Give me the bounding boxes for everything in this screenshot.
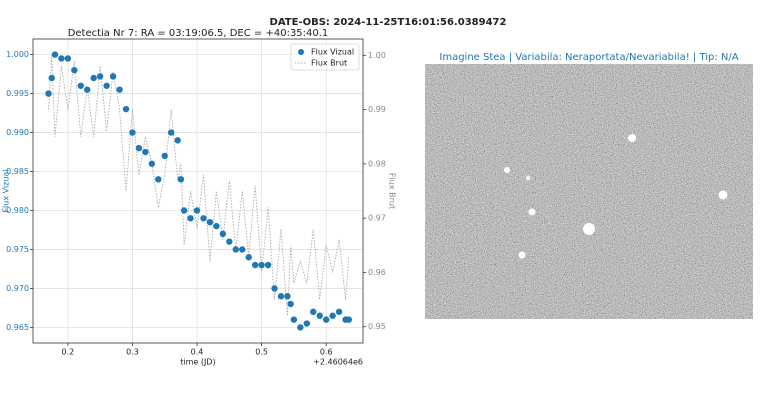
flux-point — [287, 300, 294, 308]
x-tick-label: 0.5 — [255, 348, 268, 357]
x-tick-label: 0.3 — [126, 348, 139, 357]
flux-point — [167, 129, 175, 136]
y-tick-label: 0.975 — [6, 245, 29, 254]
flux-point — [142, 148, 149, 156]
y-tick-label: 1.000 — [6, 50, 29, 59]
star — [525, 175, 531, 181]
legend-label: Flux Vizual — [311, 48, 354, 57]
x-tick-label: 0.2 — [62, 348, 75, 357]
flux-point — [335, 308, 343, 316]
legend-box — [290, 43, 360, 71]
flux-point — [258, 261, 265, 269]
flux-point — [174, 137, 181, 144]
flux-point — [200, 215, 207, 222]
y2-tick-label: 0.99 — [368, 105, 386, 114]
star — [583, 223, 595, 235]
y2-tick-label: 0.96 — [368, 268, 386, 277]
flux-point — [277, 293, 285, 300]
star-image — [425, 64, 753, 319]
flux-point — [51, 51, 59, 58]
y-tick-label: 0.965 — [6, 323, 29, 332]
flux-point — [122, 105, 130, 113]
suptitle: DATE-OBS: 2024-11-25T16:01:56.0389472 — [270, 17, 507, 28]
x-tick-label: 0.4 — [191, 348, 204, 357]
x-axis-label: time (JD) — [180, 358, 215, 367]
flux-point — [271, 285, 278, 292]
flux-point — [187, 215, 194, 222]
flux-point — [226, 238, 233, 245]
flux-point — [180, 207, 188, 214]
flux-point — [245, 254, 252, 261]
star — [518, 251, 526, 259]
y-tick-label: 0.970 — [6, 284, 29, 293]
flux-line — [48, 55, 350, 316]
flux-point — [64, 55, 72, 62]
y-tick-label: 0.995 — [6, 89, 29, 98]
flux-point — [109, 73, 117, 80]
flux-point — [239, 246, 246, 253]
y-tick-label: 0.990 — [6, 128, 29, 137]
flux-point — [48, 74, 55, 82]
y-axis-label: Flux Vizual — [2, 169, 11, 212]
y-tick-label: 0.985 — [6, 167, 29, 176]
flux-point — [129, 129, 136, 136]
flux-point — [290, 316, 298, 323]
y2-tick-label: 0.97 — [368, 214, 386, 223]
flux-point — [316, 312, 323, 319]
flux-point — [177, 176, 185, 183]
y2-axis-label: Flux Brut — [388, 173, 397, 209]
flux-point — [251, 261, 259, 269]
flux-point — [206, 218, 214, 226]
flux-point — [90, 74, 97, 82]
flux-point — [303, 320, 311, 327]
flux-point — [148, 160, 156, 167]
flux-point — [232, 246, 239, 253]
x-tick-label: 0.6 — [320, 348, 333, 357]
flux-point — [58, 55, 65, 62]
plot-frame — [32, 38, 364, 344]
legend-marker — [298, 49, 304, 55]
flux-point — [161, 152, 168, 160]
flux-point — [71, 66, 78, 74]
y2-tick-label: 1.00 — [368, 51, 386, 60]
flux-point — [116, 86, 123, 93]
y2-tick-label: 0.98 — [368, 159, 386, 168]
y-tick-label: 0.980 — [6, 206, 29, 215]
flux-point — [103, 82, 110, 89]
star — [628, 134, 636, 142]
flux-point — [96, 73, 104, 80]
flux-point — [310, 308, 317, 316]
flux-point — [322, 316, 330, 323]
star — [528, 208, 536, 216]
flux-point — [219, 230, 227, 238]
flux-point — [84, 86, 91, 93]
flux-point — [329, 312, 336, 319]
image-title: Imagine Stea | Variabila: Neraportata/Ne… — [439, 52, 738, 63]
flux-point — [45, 90, 52, 97]
flux-point — [213, 222, 220, 230]
legend-label: Flux Brut — [311, 59, 347, 68]
flux-point — [264, 261, 272, 269]
star — [718, 190, 728, 200]
flux-point — [284, 293, 291, 300]
image-noise — [425, 64, 753, 319]
x-offset-label: +2.46064e6 — [313, 358, 363, 367]
flux-point — [193, 207, 201, 214]
star — [504, 167, 510, 173]
flux-point — [155, 176, 162, 183]
y2-tick-label: 0.95 — [368, 322, 386, 331]
flux-point — [297, 324, 304, 331]
flux-point — [77, 82, 84, 89]
chart-title: Detectia Nr 7: RA = 03:19:06.5, DEC = +4… — [68, 28, 329, 39]
flux-point — [135, 144, 143, 152]
flux-point — [345, 316, 352, 323]
